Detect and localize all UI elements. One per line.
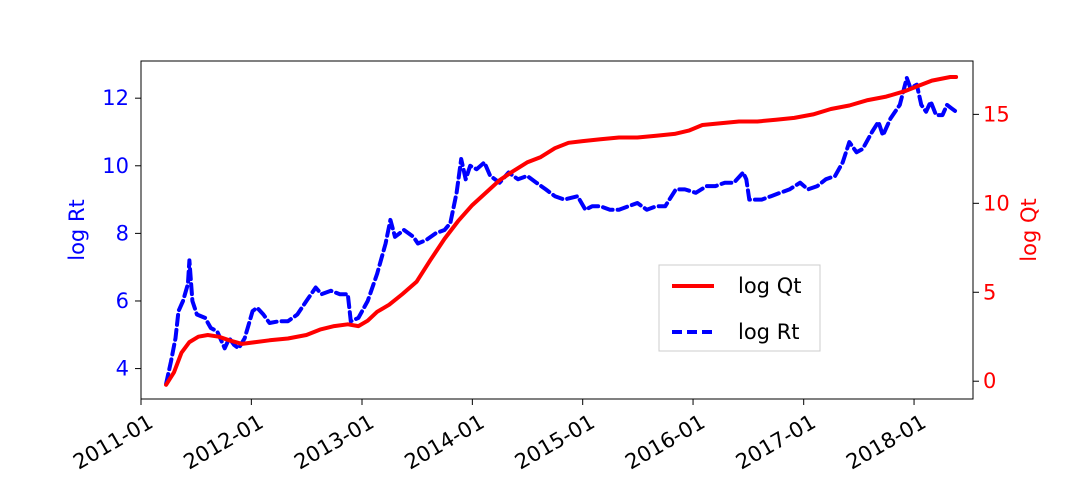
- legend: log Qt log Rt: [658, 264, 821, 352]
- y-right-tick-label: 10: [983, 191, 1010, 215]
- x-tick-label: 2014-01: [400, 410, 488, 475]
- legend-label-log-rt: log Rt: [738, 320, 800, 344]
- y-left-tick-label: 10: [102, 154, 129, 178]
- y-left-tick-label: 8: [116, 221, 129, 245]
- x-tick-label: 2013-01: [290, 410, 378, 475]
- x-tick-label: 2016-01: [621, 410, 709, 475]
- y-right-tick-label: 0: [983, 369, 996, 393]
- y-right-tick-label: 5: [983, 280, 996, 304]
- axes-layer: 2011-01 2012-01 2013-01 2014-01 2015-01 2016-…: [69, 86, 1010, 474]
- y-left-tick-label: 6: [116, 289, 129, 313]
- y-axis-right-label: log Qt: [1017, 198, 1041, 261]
- y-left-tick-label: 4: [116, 357, 129, 381]
- legend-box: [658, 264, 821, 352]
- legend-label-log-qt: log Qt: [738, 274, 801, 298]
- series-line-log-rt: [164, 75, 959, 386]
- x-tick-label: 2012-01: [179, 410, 267, 475]
- x-tick-label: 2011-01: [69, 410, 157, 475]
- y-axis-left-label: log Rt: [65, 199, 89, 261]
- series-layer: [164, 75, 959, 387]
- y-left-tick-label: 12: [102, 86, 129, 110]
- x-tick-label: 2017-01: [732, 410, 820, 475]
- x-tick-label: 2015-01: [511, 410, 599, 475]
- y-right-tick-label: 15: [983, 102, 1010, 126]
- series-line-log-qt: [164, 75, 959, 387]
- x-tick-label: 2018-01: [842, 410, 930, 475]
- plot-frame: [140, 60, 974, 400]
